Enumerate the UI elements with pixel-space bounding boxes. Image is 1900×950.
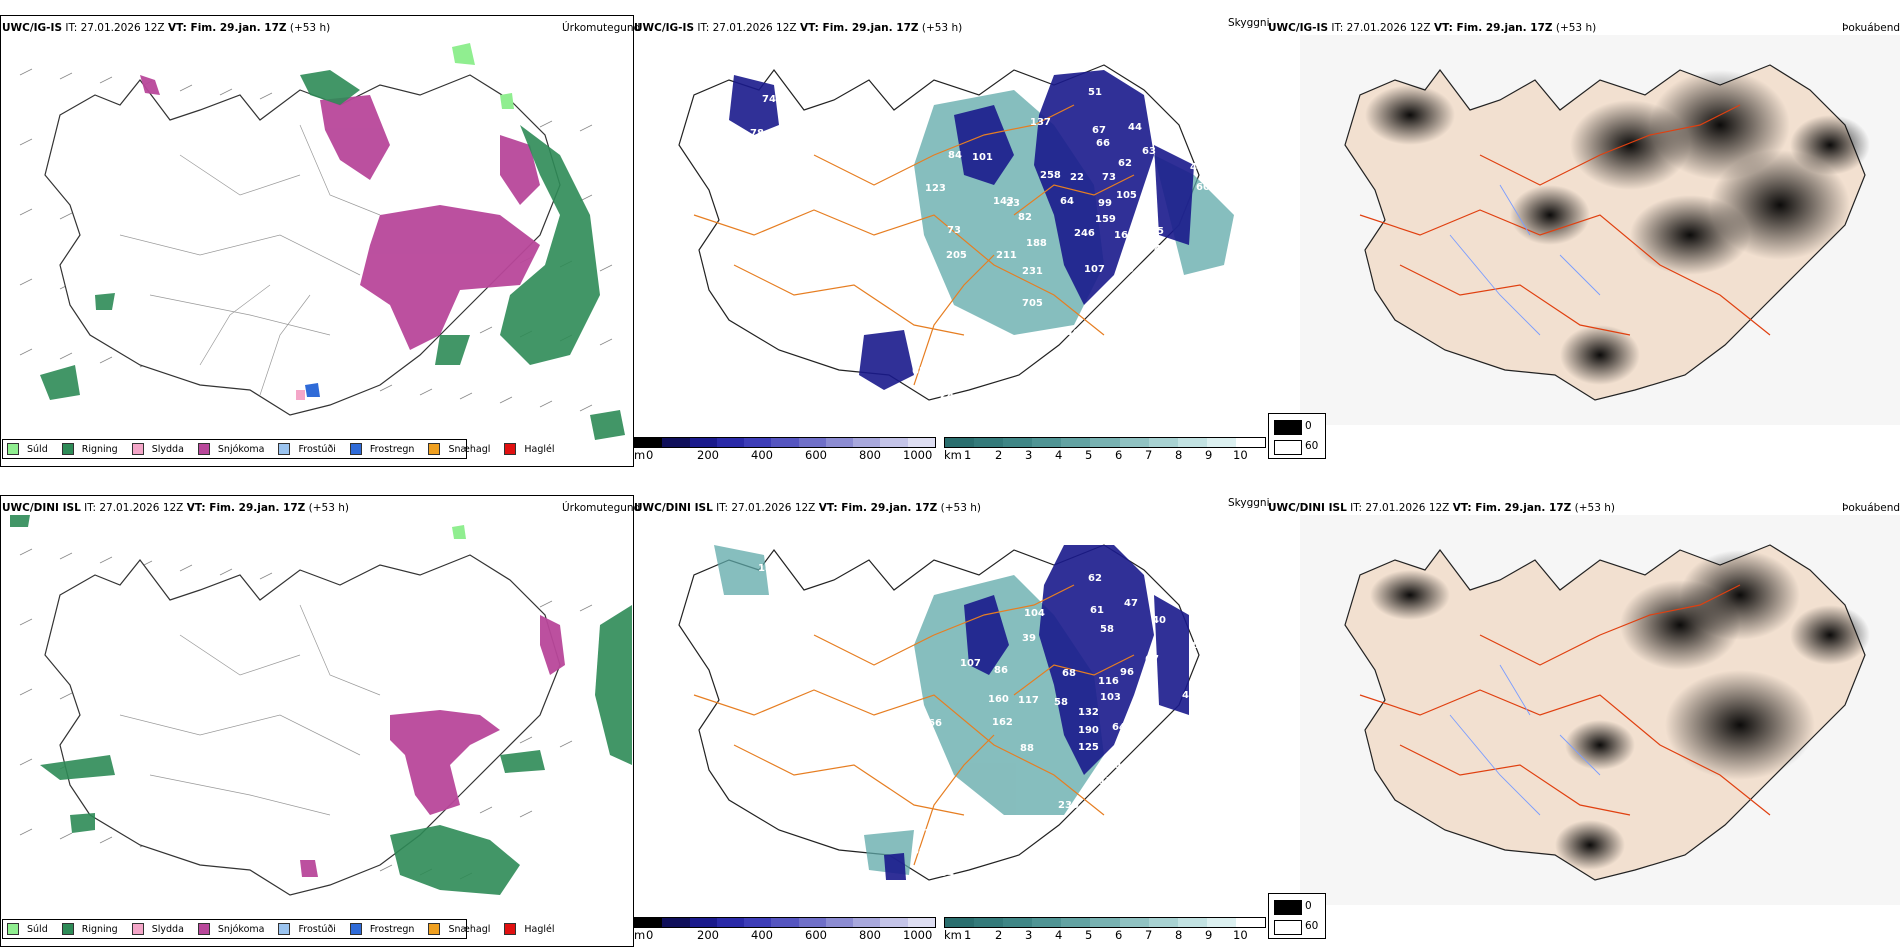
fog-map-row1 — [1300, 35, 1900, 425]
legend-item: Rigning — [61, 443, 118, 455]
legend-item: Frostregn — [349, 443, 414, 455]
cloud-map-row1 — [678, 64, 1234, 401]
legend-item: Súld — [7, 923, 48, 935]
precip-legend-row1: Súld Rigning Slydda Snjókoma Frostúði Fr… — [2, 439, 555, 459]
fog-legend-row1: 0 60 — [1268, 413, 1326, 459]
fog-title-row1: UWC/IG-IS IT: 27.01.2026 12Z VT: Fim. 29… — [1268, 22, 1597, 34]
legend-item: Frostregn — [349, 923, 414, 935]
legend-item: Snæhagl — [428, 923, 490, 935]
precip-title-row1: UWC/IG-IS IT: 27.01.2026 12Z VT: Fim. 29… — [2, 22, 331, 34]
legend-item: Frostúði — [278, 443, 336, 455]
visibility-ticks-row1: km 1 2 3 4 5 6 7 8 9 10 — [944, 448, 1248, 462]
cloud-base-ticks-row1: m 0 200 400 600 800 1000 — [634, 448, 933, 462]
legend-item: Rigning — [61, 923, 118, 935]
precip-map-row1 — [19, 43, 625, 440]
visibility-colorbar-row1 — [944, 437, 1266, 448]
precip-title-row2: UWC/DINI ISL IT: 27.01.2026 12Z VT: Fim.… — [2, 502, 349, 514]
fog-legend-row2: 0 60 — [1268, 893, 1326, 939]
fog-title-row2: UWC/DINI ISL IT: 27.01.2026 12Z VT: Fim.… — [1268, 502, 1615, 514]
fog-panel-label-row2: Þokuábendi — [1842, 502, 1900, 514]
legend-item: Slydda — [131, 923, 184, 935]
precip-map-row2 — [10, 515, 632, 896]
precip-panel-row1 — [0, 15, 634, 467]
precip-panel-label-row2: Úrkomutegund — [562, 502, 641, 514]
legend-item: Haglél — [504, 443, 555, 455]
fog-panel-label-row1: Þokuábendi — [1842, 22, 1900, 34]
legend-item: Snæhagl — [428, 443, 490, 455]
visibility-colorbar-row2 — [944, 917, 1266, 928]
precip-panel-row2 — [0, 495, 634, 947]
cloud-title-row1: UWC/IG-IS IT: 27.01.2026 12Z VT: Fim. 29… — [634, 22, 963, 34]
precip-panel-label-row1: Úrkomutegund — [562, 22, 641, 34]
legend-item: Snjókoma — [197, 923, 264, 935]
cloud-title-row2: UWC/DINI ISL IT: 27.01.2026 12Z VT: Fim.… — [634, 502, 981, 514]
legend-item: Haglél — [504, 923, 555, 935]
cloud-panel-label-row2: Skyggni — [1228, 497, 1270, 509]
fog-map-row2 — [1300, 515, 1900, 905]
legend-item: Frostúði — [278, 923, 336, 935]
precip-legend-row2: Súld Rigning Slydda Snjókoma Frostúði Fr… — [2, 919, 555, 939]
legend-item: Slydda — [131, 443, 184, 455]
cloud-base-colorbar-row2 — [634, 917, 936, 928]
visibility-ticks-row2: km 1 2 3 4 5 6 7 8 9 10 — [944, 928, 1248, 942]
legend-item: Súld — [7, 443, 48, 455]
cloud-map-row2 — [678, 544, 1200, 881]
cloud-panel-label-row1: Skyggni — [1228, 17, 1270, 29]
cloud-base-colorbar-row1 — [634, 437, 936, 448]
cloud-base-ticks-row2: m 0 200 400 600 800 1000 — [634, 928, 933, 942]
legend-item: Snjókoma — [197, 443, 264, 455]
